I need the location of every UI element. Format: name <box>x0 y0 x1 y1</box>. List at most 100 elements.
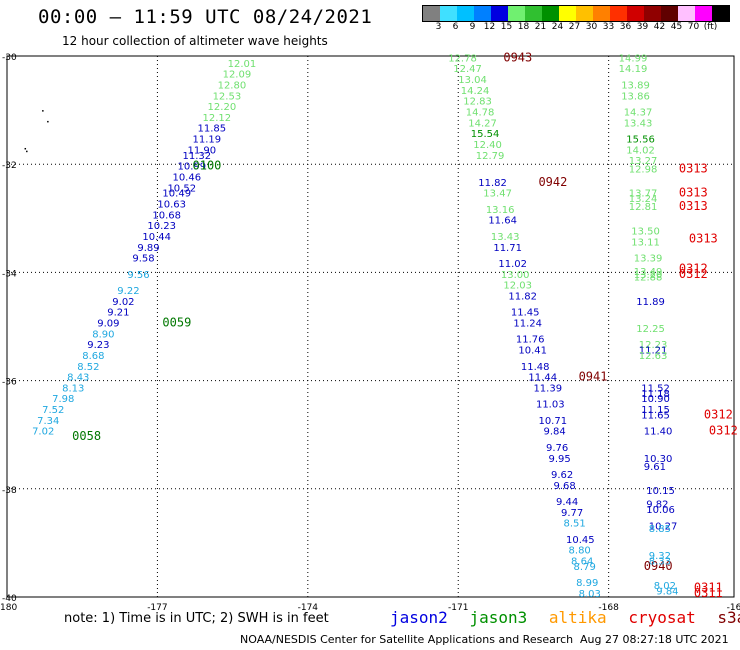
legend-swatch-2 <box>457 6 474 21</box>
pass-time-label: 0313 <box>679 161 708 175</box>
wave-height-label: 11.76 <box>516 335 545 346</box>
legend-swatch-4 <box>491 6 508 21</box>
legend-swatch-12 <box>627 6 644 21</box>
legend-label: 45 <box>670 22 683 32</box>
wave-height-label: 11.03 <box>536 400 565 411</box>
wave-height-label: 12.40 <box>473 140 502 151</box>
pass-time-label: 0312 <box>679 261 708 275</box>
pass-time-label: 0940 <box>644 559 673 573</box>
pass-time-label: 0312 <box>709 424 738 438</box>
satellite-jason2: jason2 <box>390 608 448 627</box>
wave-height-label: 11.39 <box>533 383 562 394</box>
wave-height-label: 7.98 <box>52 394 74 405</box>
wave-height-label: 9.22 <box>117 286 139 297</box>
wave-height-label: 10.30 <box>644 454 673 465</box>
pass-time-label: 0943 <box>503 50 532 64</box>
data-dot <box>24 147 27 150</box>
satellite-s3a: s3a <box>717 608 740 627</box>
wave-height-label: 8.52 <box>77 362 99 373</box>
wave-height-label: 14.02 <box>626 145 655 156</box>
wave-height-label: 11.02 <box>498 259 527 270</box>
wave-height-label: 9.32 <box>649 551 671 562</box>
wave-height-label: 11.90 <box>187 145 216 156</box>
wave-height-label: 15.56 <box>626 135 655 146</box>
wave-height-label: 7.02 <box>32 427 54 438</box>
legend-label: 33 <box>602 22 615 32</box>
wave-height-label: 8.90 <box>92 329 114 340</box>
wave-height-label: 10.99 <box>177 162 206 173</box>
wave-height-label: 12.80 <box>218 80 247 91</box>
wave-height-label: 8.43 <box>67 373 89 384</box>
wave-height-label: 14.27 <box>468 118 497 129</box>
wave-height-label: 9.89 <box>137 243 159 254</box>
legend-label: 30 <box>585 22 598 32</box>
pass-time-label: 0100 <box>193 159 222 173</box>
wave-height-label: 11.32 <box>182 151 211 162</box>
legend-label: 42 <box>653 22 666 32</box>
pass-time-label: 0313 <box>679 199 708 213</box>
footer-credit: NOAA/NESDIS Center for Satellite Applica… <box>240 633 574 646</box>
wave-height-label: 13.89 <box>621 80 650 91</box>
wave-height-label: 9.95 <box>548 454 570 465</box>
wave-height-label: 13.43 <box>624 118 653 129</box>
wave-height-label: 11.85 <box>198 124 227 135</box>
wave-height-label: 9.09 <box>97 319 119 330</box>
pass-time-label: 0311 <box>694 581 723 595</box>
lon-tick-label: -168 <box>598 603 619 613</box>
lon-tick-label: -174 <box>298 603 319 613</box>
lat-tick-label: -30 <box>2 53 17 63</box>
pass-time-label: 0312 <box>679 267 708 281</box>
wave-height-label: 14.78 <box>466 108 495 119</box>
wave-height-label: 11.40 <box>644 427 673 438</box>
wave-height-label: 13.24 <box>629 194 658 205</box>
wave-height-label: 13.47 <box>483 189 512 200</box>
wave-height-label: 13.86 <box>621 91 650 102</box>
wave-height-label: 9.62 <box>551 470 573 481</box>
lat-tick-label: -34 <box>2 269 17 279</box>
wave-height-label: 9.84 <box>656 586 678 597</box>
wave-height-label: 10.23 <box>147 221 176 232</box>
footer-date: Aug 27 08:27:18 UTC 2021 <box>580 633 729 646</box>
wave-height-label: 9.02 <box>112 297 134 308</box>
pass-time-label: 0313 <box>679 186 708 200</box>
wave-height-label: 12.01 <box>228 59 257 70</box>
wave-height-label: 11.15 <box>641 405 670 416</box>
wave-height-label: 12.78 <box>448 53 477 64</box>
wave-height-label: 8.33 <box>649 557 671 568</box>
satellite-cryosat: cryosat <box>628 608 696 627</box>
wave-height-label: 8.64 <box>571 557 593 568</box>
wave-height-label: 11.64 <box>488 216 517 227</box>
wave-height-label: 10.41 <box>518 346 547 357</box>
legend-swatch-5 <box>508 6 525 21</box>
wave-height-label: 12.83 <box>463 97 492 108</box>
wave-height-label: 9.77 <box>561 508 583 519</box>
legend-label: 39 <box>636 22 649 32</box>
legend-label: (ft) <box>703 22 718 32</box>
legend-label: 15 <box>500 22 513 32</box>
wave-height-label: 8.79 <box>574 562 596 573</box>
lat-tick-label: -38 <box>2 486 17 496</box>
wave-height-label: 11.65 <box>641 410 670 421</box>
wave-height-label: 11.45 <box>511 308 540 319</box>
wave-height-label: 9.44 <box>556 497 578 508</box>
wave-height-label: 13.20 <box>634 270 663 281</box>
wave-height-label: 10.46 <box>172 172 201 183</box>
wave-height-label: 11.52 <box>641 383 670 394</box>
wave-height-label: 12.20 <box>208 102 237 113</box>
wave-height-label: 11.71 <box>493 243 522 254</box>
wave-height-label: 13.16 <box>486 205 515 216</box>
wave-height-label: 11.19 <box>193 135 222 146</box>
wave-height-label: 12.03 <box>503 281 532 292</box>
lon-tick-label: -171 <box>448 603 468 613</box>
legend-label: 18 <box>517 22 530 32</box>
data-dot <box>47 120 49 123</box>
wave-height-label: 9.58 <box>132 254 154 265</box>
wave-height-label: 10.44 <box>142 232 171 243</box>
wave-height-label: 13.77 <box>629 189 658 200</box>
wave-height-label: 11.48 <box>521 362 550 373</box>
wave-height-label: 12.23 <box>639 340 668 351</box>
wave-height-label: 12.09 <box>223 70 252 81</box>
wave-height-label: 11.24 <box>513 319 542 330</box>
wave-height-label: 11.21 <box>639 346 668 357</box>
wave-height-label: 8.02 <box>654 581 676 592</box>
